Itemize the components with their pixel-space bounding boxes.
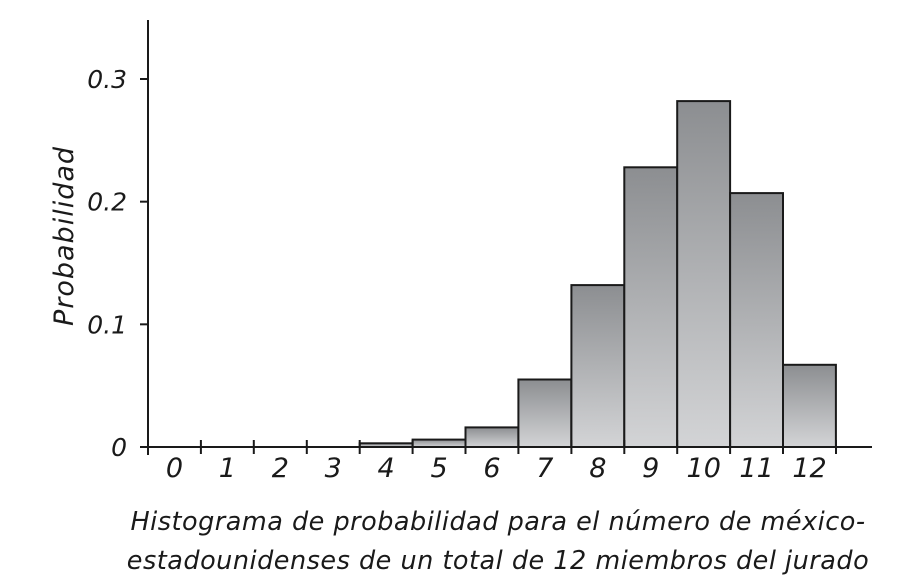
x-tick-label-3: 3 (325, 453, 342, 484)
bar-12 (782, 363, 837, 448)
bar-8 (570, 284, 626, 448)
bar-5 (411, 438, 467, 449)
x-tick-label-5: 5 (431, 453, 448, 484)
bar-11 (729, 192, 784, 448)
bar-10 (676, 100, 732, 448)
x-tick-label-1: 1 (219, 453, 236, 484)
bar-7 (517, 378, 573, 448)
bar-9 (623, 166, 679, 449)
x-tick-label-7: 7 (536, 453, 553, 484)
y-axis-title: Probabilidad (49, 146, 80, 326)
x-tick-label-0: 0 (166, 453, 183, 484)
x-tick-label-10: 10 (687, 453, 721, 484)
y-tick-label-0.1: 0.1 (87, 310, 127, 339)
x-tick-label-2: 2 (272, 453, 289, 484)
x-tick-label-6: 6 (483, 453, 500, 484)
x-tick-label-11: 11 (739, 453, 773, 484)
x-tick-label-12: 12 (792, 453, 826, 484)
y-tick-label-0: 0 (111, 433, 127, 462)
x-tick-label-9: 9 (642, 453, 659, 484)
bars-group (358, 100, 837, 449)
caption-line-2: estadounidenses de un total de 12 miembr… (127, 546, 869, 576)
x-tick-label-8: 8 (589, 453, 606, 484)
caption-line-1: Histograma de probabilidad para el númer… (130, 507, 865, 537)
labels-group: 00.10.20.30 1 2 3 4 5 6 7 8 9 10 11 12 (87, 65, 826, 484)
y-tick-label-0.2: 0.2 (87, 188, 127, 217)
bar-6 (464, 426, 520, 448)
axes-group (140, 20, 872, 455)
x-tick-label-4: 4 (378, 453, 395, 484)
y-tick-label-0.3: 0.3 (87, 65, 127, 94)
